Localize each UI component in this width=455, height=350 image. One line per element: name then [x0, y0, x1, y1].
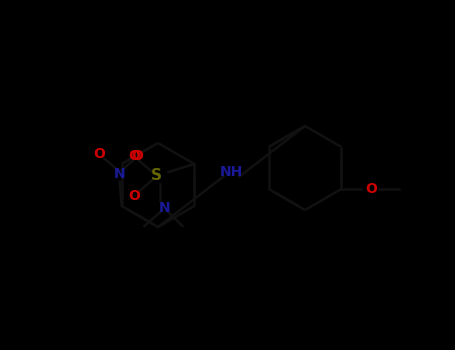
Text: N: N: [158, 201, 170, 215]
Text: O: O: [94, 147, 106, 161]
Text: O: O: [365, 182, 377, 196]
Text: S: S: [151, 168, 162, 183]
Text: N: N: [114, 167, 126, 181]
Text: O: O: [128, 149, 140, 163]
Text: O: O: [131, 149, 144, 163]
Text: NH: NH: [220, 166, 243, 180]
Text: O: O: [128, 189, 140, 203]
